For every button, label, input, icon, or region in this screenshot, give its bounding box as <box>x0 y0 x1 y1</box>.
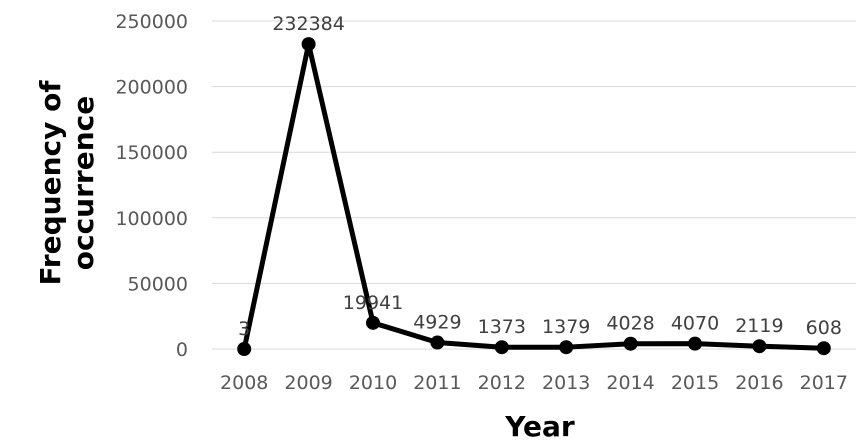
x-tick-label: 2015 <box>671 372 719 394</box>
x-tick-label: 2017 <box>800 372 848 394</box>
y-tick-label: 100000 <box>115 208 188 230</box>
x-tick-label: 2013 <box>542 372 590 394</box>
gridlines <box>212 20 856 350</box>
data-point <box>366 315 380 330</box>
y-axis-title-line-1: Frequency of <box>34 80 67 286</box>
data-label: 4929 <box>413 312 461 334</box>
x-axis-ticks: 2008 2009 2010 2011 2012 2013 2014 2015 2016 2017 <box>220 372 848 394</box>
data-labels: 3 232384 19941 4929 1373 1379 4028 4070 2119 608 <box>238 13 842 340</box>
data-label: 232384 <box>272 13 345 35</box>
x-tick-label: 2012 <box>478 372 526 394</box>
y-tick-label: 250000 <box>115 11 188 33</box>
data-label: 4070 <box>671 313 719 335</box>
data-label: 3 <box>238 318 250 340</box>
data-point <box>430 335 445 350</box>
series-line <box>241 41 824 351</box>
x-tick-label: 2016 <box>735 372 783 394</box>
y-tick-label: 200000 <box>115 77 188 99</box>
data-point <box>752 339 767 354</box>
data-point <box>623 336 638 351</box>
y-axis-title-line-2: occurrence <box>67 96 100 271</box>
y-axis-title: Frequency of occurrence <box>34 80 100 286</box>
x-tick-label: 2008 <box>220 372 268 394</box>
x-tick-label: 2009 <box>284 372 332 394</box>
data-point <box>494 340 509 355</box>
x-tick-label: 2014 <box>606 372 654 394</box>
data-point <box>301 37 316 52</box>
y-tick-label: 0 <box>176 339 188 361</box>
data-label: 2119 <box>735 315 783 337</box>
data-label: 1373 <box>478 316 526 338</box>
y-tick-label: 50000 <box>128 273 188 295</box>
data-label: 1379 <box>542 316 590 338</box>
data-label: 4028 <box>606 313 654 335</box>
data-point <box>816 341 831 356</box>
y-axis-ticks: 0 50000 100000 150000 200000 250000 <box>115 11 188 361</box>
x-tick-label: 2011 <box>413 372 461 394</box>
data-point <box>688 336 702 351</box>
data-label: 608 <box>806 317 842 339</box>
data-point <box>237 341 252 356</box>
x-tick-label: 2010 <box>349 372 397 394</box>
x-axis-title: Year <box>504 410 575 443</box>
data-point <box>559 340 574 355</box>
series <box>237 37 831 356</box>
y-tick-label: 150000 <box>115 142 188 164</box>
data-label: 19941 <box>343 292 403 314</box>
